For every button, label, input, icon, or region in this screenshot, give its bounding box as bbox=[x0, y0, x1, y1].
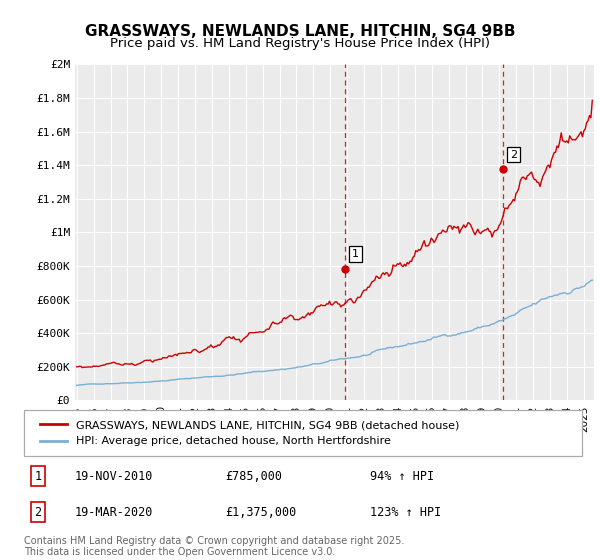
Text: 123% ↑ HPI: 123% ↑ HPI bbox=[370, 506, 441, 519]
Text: £1,375,000: £1,375,000 bbox=[225, 506, 296, 519]
Text: 1: 1 bbox=[34, 469, 41, 483]
Text: 2: 2 bbox=[34, 506, 41, 519]
FancyBboxPatch shape bbox=[24, 410, 582, 456]
Text: £785,000: £785,000 bbox=[225, 469, 282, 483]
Text: 2: 2 bbox=[509, 150, 517, 160]
Text: Contains HM Land Registry data © Crown copyright and database right 2025.
This d: Contains HM Land Registry data © Crown c… bbox=[24, 535, 404, 557]
Text: 19-NOV-2010: 19-NOV-2010 bbox=[74, 469, 152, 483]
Text: 19-MAR-2020: 19-MAR-2020 bbox=[74, 506, 152, 519]
Text: 1: 1 bbox=[352, 249, 359, 259]
Text: 94% ↑ HPI: 94% ↑ HPI bbox=[370, 469, 434, 483]
Text: Price paid vs. HM Land Registry's House Price Index (HPI): Price paid vs. HM Land Registry's House … bbox=[110, 37, 490, 50]
Legend: GRASSWAYS, NEWLANDS LANE, HITCHIN, SG4 9BB (detached house), HPI: Average price,: GRASSWAYS, NEWLANDS LANE, HITCHIN, SG4 9… bbox=[35, 416, 464, 451]
Text: GRASSWAYS, NEWLANDS LANE, HITCHIN, SG4 9BB: GRASSWAYS, NEWLANDS LANE, HITCHIN, SG4 9… bbox=[85, 24, 515, 39]
